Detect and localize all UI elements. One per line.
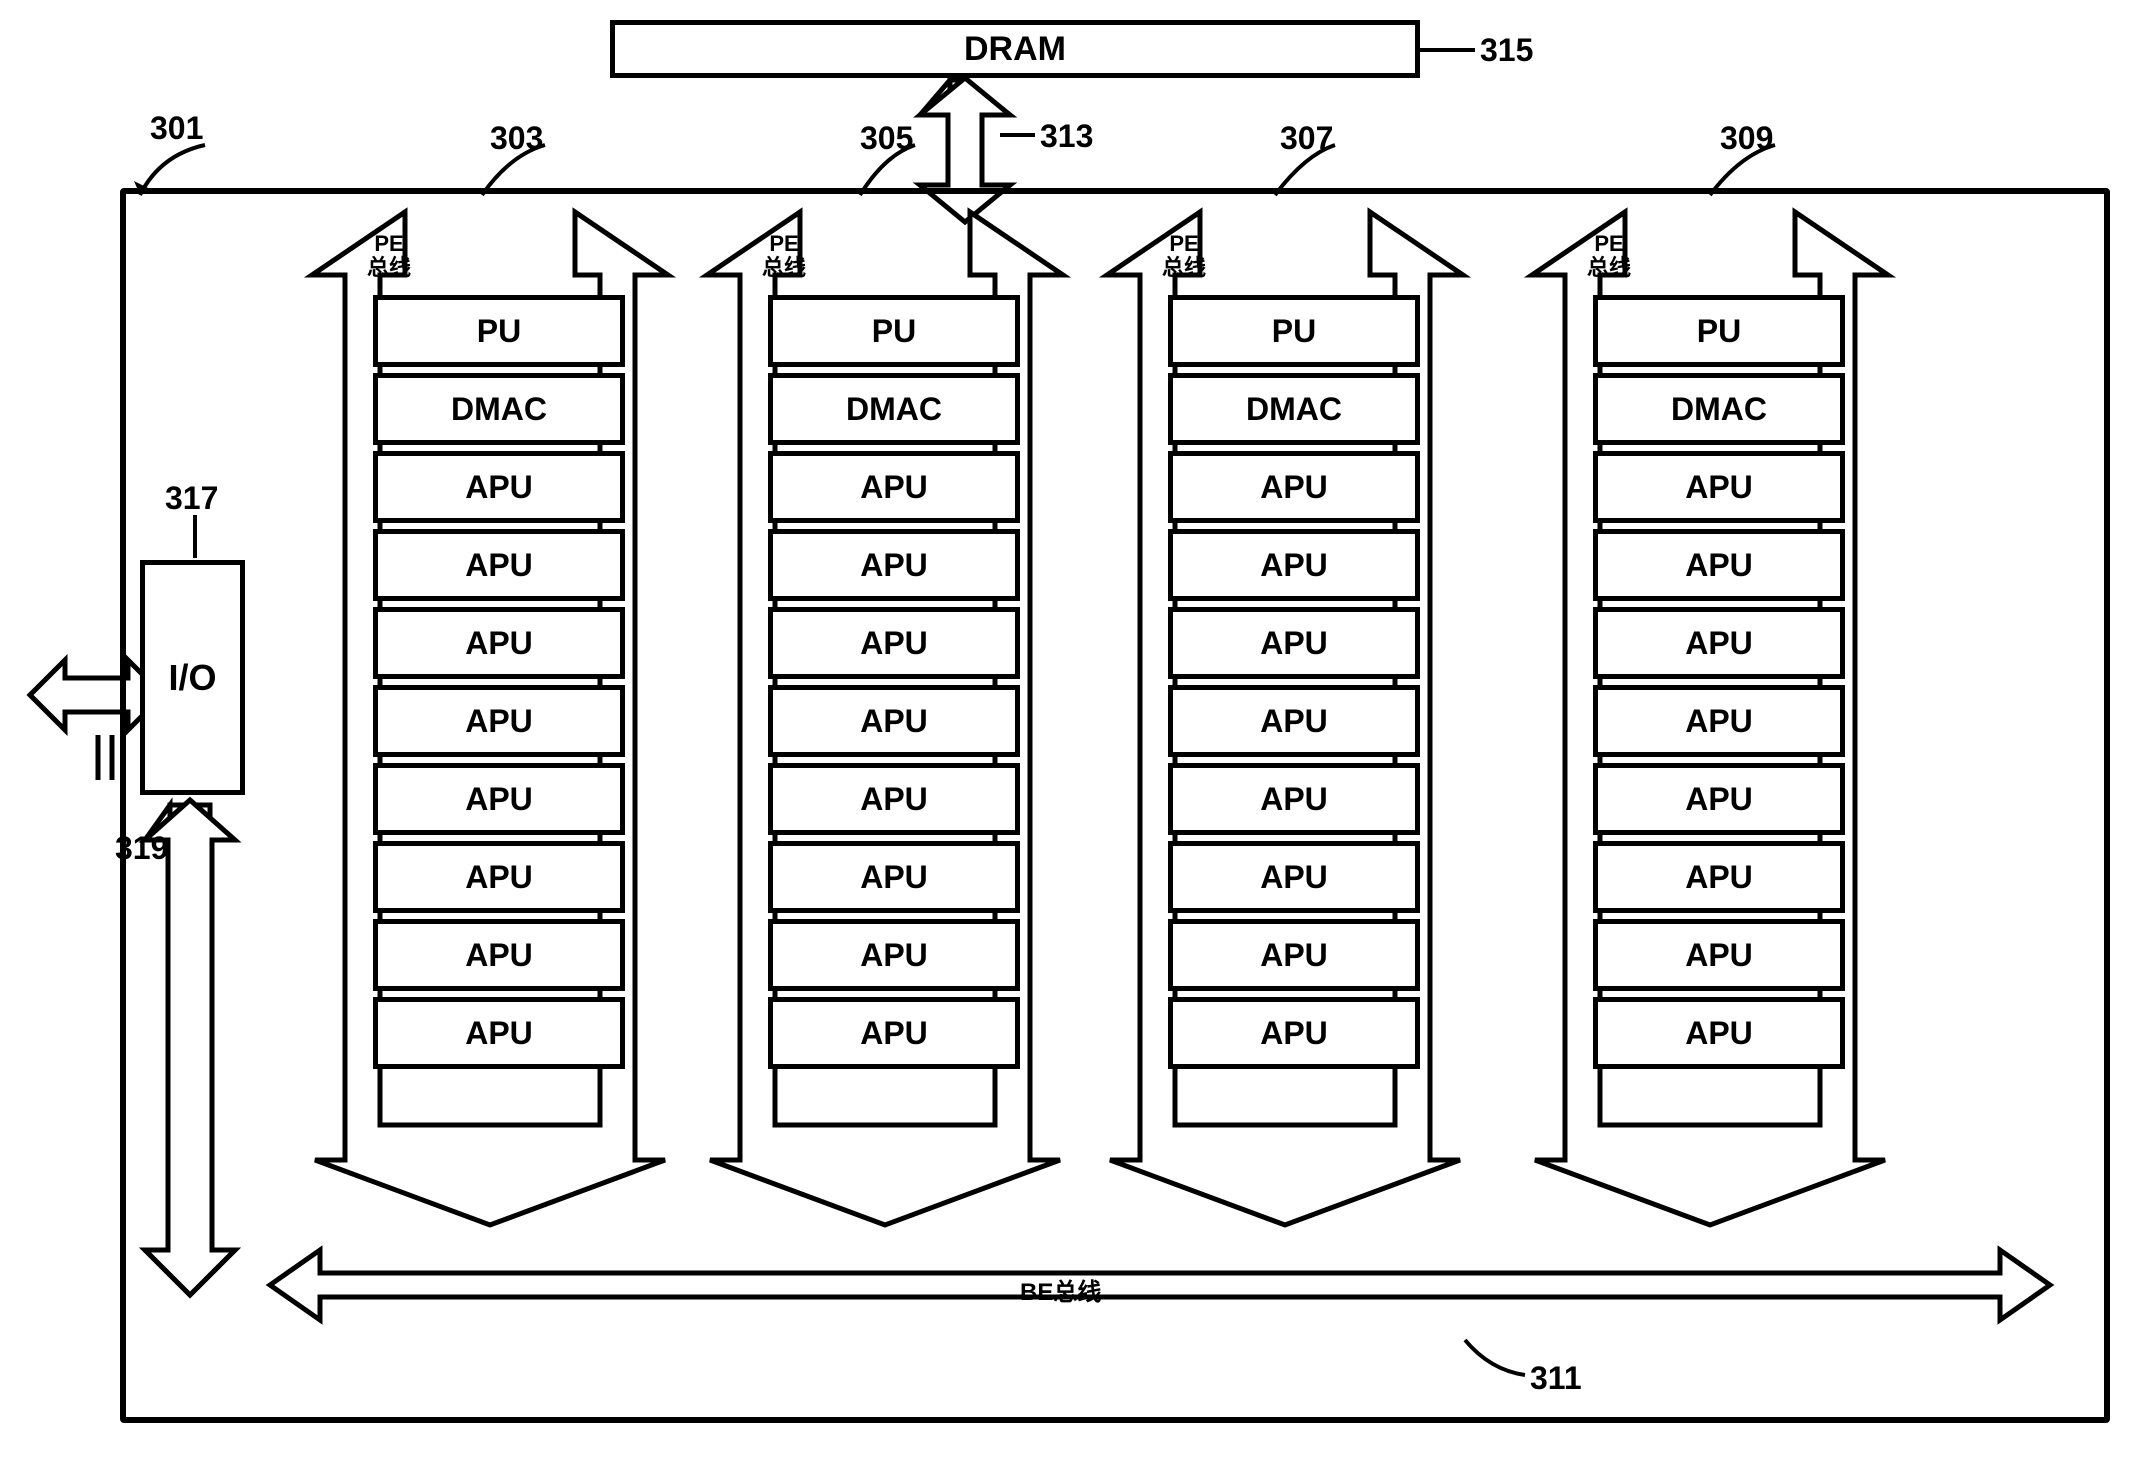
apu-box: APU: [768, 841, 1020, 913]
architecture-diagram: DRAM 315: [20, 20, 2133, 1459]
pe-stack-3: PUDMACAPUAPUAPUAPUAPUAPUAPUAPU: [1545, 295, 1855, 1075]
pu-box: PU: [768, 295, 1020, 367]
pu-box: PU: [1593, 295, 1845, 367]
dmac-box: DMAC: [1168, 373, 1420, 445]
apu-box: APU: [373, 529, 625, 601]
apu-box: APU: [373, 451, 625, 523]
pe-bus-label-3: PE总线: [1587, 232, 1631, 280]
pu-box: PU: [1168, 295, 1420, 367]
callout-303: 303: [490, 120, 543, 157]
apu-box: APU: [768, 607, 1020, 679]
callout-307: 307: [1280, 120, 1333, 157]
callout-313: 313: [1040, 118, 1093, 155]
apu-box: APU: [768, 451, 1020, 523]
dram-label: DRAM: [964, 30, 1066, 69]
dmac-box: DMAC: [1593, 373, 1845, 445]
apu-box: APU: [373, 685, 625, 757]
apu-box: APU: [768, 997, 1020, 1069]
apu-box: APU: [1593, 607, 1845, 679]
pu-box: PU: [373, 295, 625, 367]
apu-box: APU: [1168, 763, 1420, 835]
pe-bus-label-2: PE总线: [1162, 232, 1206, 280]
apu-box: APU: [1168, 997, 1420, 1069]
apu-box: APU: [373, 841, 625, 913]
apu-box: APU: [373, 607, 625, 679]
callout-305: 305: [860, 120, 913, 157]
callout-317: 317: [165, 480, 218, 517]
apu-box: APU: [768, 529, 1020, 601]
pe-bus-label-0: PE总线: [367, 232, 411, 280]
apu-box: APU: [768, 685, 1020, 757]
apu-box: APU: [1168, 841, 1420, 913]
apu-box: APU: [1168, 919, 1420, 991]
callout-319: 319: [115, 830, 168, 867]
apu-box: APU: [768, 919, 1020, 991]
pe-stack-0: PUDMACAPUAPUAPUAPUAPUAPUAPUAPU: [325, 295, 635, 1075]
apu-box: APU: [1593, 841, 1845, 913]
io-label: I/O: [168, 657, 216, 699]
apu-box: APU: [1168, 607, 1420, 679]
pe-bus-label-1: PE总线: [762, 232, 806, 280]
apu-box: APU: [1168, 451, 1420, 523]
apu-box: APU: [1593, 997, 1845, 1069]
apu-box: APU: [1168, 685, 1420, 757]
io-box: I/O: [140, 560, 245, 795]
be-bus-label: BE总线: [1020, 1272, 1101, 1307]
pe-stack-2: PUDMACAPUAPUAPUAPUAPUAPUAPUAPU: [1120, 295, 1430, 1075]
apu-box: APU: [1593, 451, 1845, 523]
apu-box: APU: [373, 919, 625, 991]
apu-box: APU: [1593, 685, 1845, 757]
apu-box: APU: [373, 997, 625, 1069]
callout-315: 315: [1480, 32, 1533, 69]
callout-309: 309: [1720, 120, 1773, 157]
pe-stack-1: PUDMACAPUAPUAPUAPUAPUAPUAPUAPU: [720, 295, 1030, 1075]
dmac-box: DMAC: [373, 373, 625, 445]
apu-box: APU: [768, 763, 1020, 835]
apu-box: APU: [1593, 763, 1845, 835]
apu-box: APU: [1593, 529, 1845, 601]
callout-301: 301: [150, 110, 203, 147]
apu-box: APU: [1593, 919, 1845, 991]
callout-311: 311: [1530, 1360, 1582, 1397]
dram-box: DRAM: [610, 20, 1420, 78]
apu-box: APU: [1168, 529, 1420, 601]
dmac-box: DMAC: [768, 373, 1020, 445]
apu-box: APU: [373, 763, 625, 835]
